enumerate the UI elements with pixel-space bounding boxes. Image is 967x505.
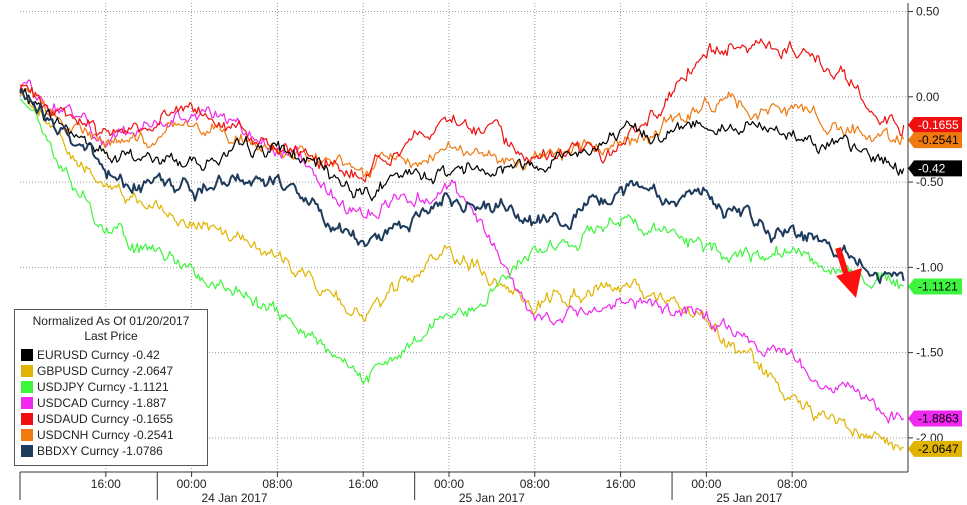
down-arrow-icon bbox=[835, 247, 862, 298]
y-tick-label: 0.50 bbox=[916, 5, 940, 19]
legend-swatch bbox=[21, 429, 33, 441]
x-tick-label: 00:00 bbox=[434, 477, 464, 491]
legend-swatch bbox=[21, 381, 33, 393]
legend-item: USDJPY Curncy -1.1121 bbox=[21, 379, 201, 395]
series-line-bbdxy bbox=[19, 87, 905, 285]
price-tag-eurusd: -0.42 bbox=[908, 160, 962, 177]
series-line-usdcnh bbox=[19, 86, 905, 178]
series-line-usdaud bbox=[19, 38, 905, 183]
x-tick-label: 00:00 bbox=[691, 477, 721, 491]
legend-swatch bbox=[21, 365, 33, 377]
legend-label: BBDXY Curncy -1.0786 bbox=[37, 444, 163, 458]
price-tag-box bbox=[908, 410, 962, 427]
legend-swatch bbox=[21, 349, 33, 361]
legend: Normalized As Of 01/20/2017 Last Price E… bbox=[14, 309, 208, 466]
x-tick-label: 08:00 bbox=[777, 477, 807, 491]
legend-swatch bbox=[21, 445, 33, 457]
legend-title: Normalized As Of 01/20/2017 bbox=[32, 314, 190, 328]
price-tag-box bbox=[908, 117, 962, 134]
x-tick-label: 16:00 bbox=[348, 477, 378, 491]
series-line-gbpusd bbox=[19, 83, 905, 451]
x-tick-label: 16:00 bbox=[606, 477, 636, 491]
price-tag-usdjpy: -1.1121 bbox=[908, 278, 962, 295]
price-tag-label: -2.0647 bbox=[918, 442, 959, 456]
price-tag-gbpusd: -2.0647 bbox=[908, 440, 962, 457]
legend-label: USDAUD Curncy -0.1655 bbox=[37, 412, 174, 426]
x-tick-label: 00:00 bbox=[177, 477, 207, 491]
legend-label: USDCAD Curncy -1.887 bbox=[37, 396, 167, 410]
price-tag-label: -0.2541 bbox=[918, 133, 959, 147]
legend-item: USDAUD Curncy -0.1655 bbox=[21, 411, 201, 427]
price-tag-box bbox=[908, 278, 962, 295]
legend-swatch bbox=[21, 397, 33, 409]
series-line-usdjpy bbox=[19, 98, 905, 385]
series-layer bbox=[19, 38, 905, 451]
legend-item: EURUSD Curncy -0.42 bbox=[21, 347, 201, 363]
price-tag-usdaud: -0.1655 bbox=[908, 117, 962, 134]
price-tag-label: -0.42 bbox=[918, 161, 946, 175]
legend-label: EURUSD Curncy -0.42 bbox=[37, 348, 160, 362]
series-line-eurusd bbox=[19, 88, 905, 202]
legend-label: USDCNH Curncy -0.2541 bbox=[37, 428, 174, 442]
legend-label: USDJPY Curncy -1.1121 bbox=[37, 380, 169, 394]
last-price-tags: -0.42 -2.0647 -1.1121 -1.8863 -0.1655-0.2541 bbox=[908, 117, 962, 457]
legend-item: BBDXY Curncy -1.0786 bbox=[21, 443, 201, 459]
legend-item: GBPUSD Curncy -2.0647 bbox=[21, 363, 201, 379]
legend-label: GBPUSD Curncy -2.0647 bbox=[37, 364, 174, 378]
price-tag-usdcad: -1.8863 bbox=[908, 410, 962, 427]
price-tag-box bbox=[908, 440, 962, 457]
grid-lines bbox=[20, 3, 908, 472]
price-tag-label: -0.1655 bbox=[918, 118, 959, 132]
y-tick-label: 0.00 bbox=[916, 90, 940, 104]
legend-subtitle: Last Price bbox=[84, 329, 138, 343]
y-tick-label: -1.50 bbox=[916, 346, 944, 360]
arrow-head bbox=[836, 268, 862, 298]
price-tag-box bbox=[908, 132, 962, 149]
price-tag-usdcnh: -0.2541 bbox=[908, 132, 962, 149]
date-label: 25 Jan 2017 bbox=[459, 491, 525, 505]
date-label: 24 Jan 2017 bbox=[201, 491, 267, 505]
legend-swatch bbox=[21, 413, 33, 425]
y-tick-label: -1.00 bbox=[916, 260, 944, 274]
x-tick-label: 16:00 bbox=[91, 477, 121, 491]
axes bbox=[19, 3, 913, 500]
date-label: 25 Jan 2017 bbox=[716, 491, 782, 505]
price-tag-label: -1.1121 bbox=[918, 279, 958, 293]
x-tick-label: 08:00 bbox=[520, 477, 550, 491]
legend-rows: EURUSD Curncy -0.42 GBPUSD Curncy -2.0647… bbox=[21, 347, 201, 459]
legend-item: USDCAD Curncy -1.887 bbox=[21, 395, 201, 411]
x-tick-label: 08:00 bbox=[262, 477, 292, 491]
legend-item: USDCNH Curncy -0.2541 bbox=[21, 427, 201, 443]
price-tag-label: -1.8863 bbox=[918, 411, 959, 425]
price-tag-box bbox=[908, 160, 962, 177]
y-tick-label: -0.50 bbox=[916, 175, 944, 189]
